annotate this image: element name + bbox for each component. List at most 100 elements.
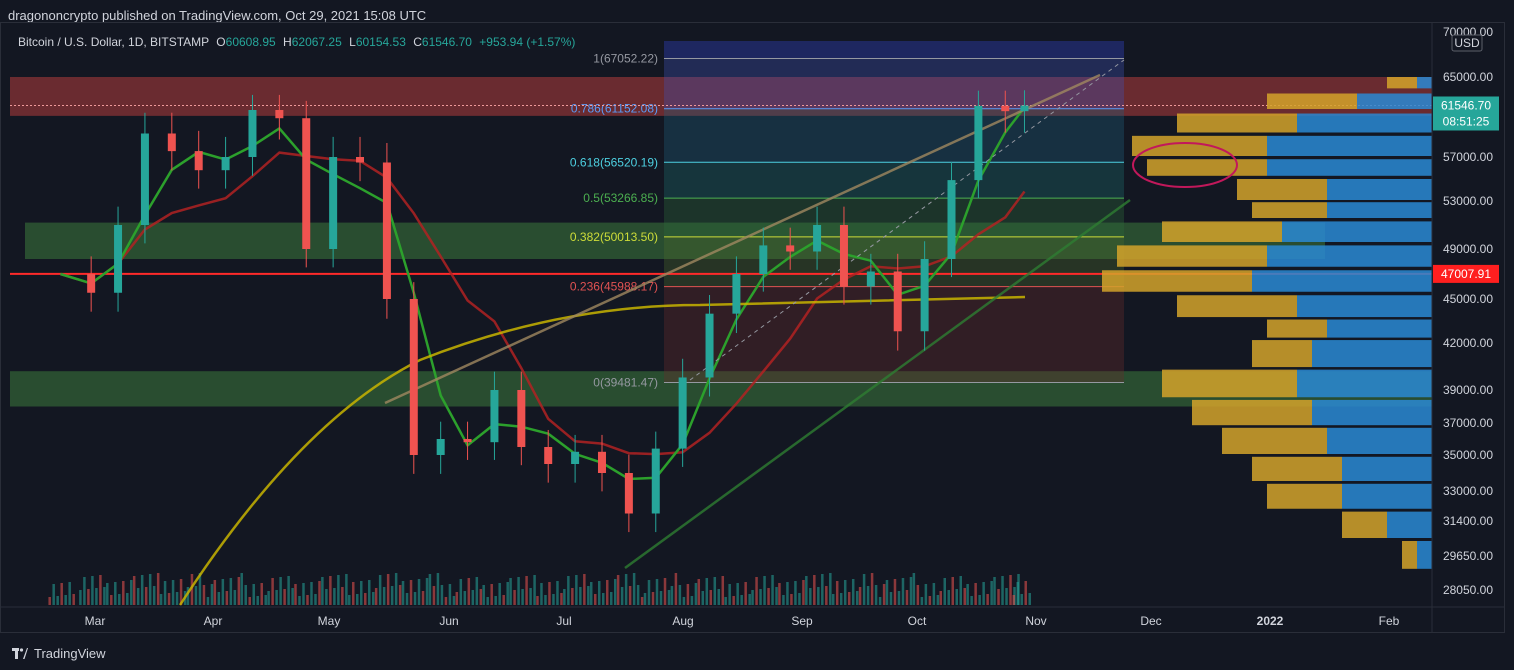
volume-bar: [855, 591, 859, 605]
volume-bar: [244, 585, 247, 605]
time-tick: Apr: [204, 614, 223, 628]
price-tick: 28050.00: [1443, 583, 1493, 597]
volume-bar: [159, 594, 163, 605]
volume-bar: [605, 580, 609, 605]
volume-bar: [144, 587, 148, 605]
volume-bar: [283, 589, 286, 605]
volume-bar: [132, 576, 136, 605]
volume-bar: [252, 584, 255, 605]
price-tick: 57000.00: [1443, 150, 1493, 164]
volume-bar: [306, 595, 309, 605]
candle-body: [221, 157, 230, 171]
volume-bar: [912, 573, 916, 605]
volume-bar: [690, 596, 694, 605]
volume-profile-up: [1417, 77, 1432, 89]
volume-bar: [936, 595, 940, 605]
volume-bar: [755, 577, 758, 605]
volume-bar: [1001, 576, 1004, 605]
candle-body: [893, 271, 902, 332]
volume-profile-down: [1162, 221, 1282, 242]
volume-bar: [990, 581, 993, 605]
volume-bar: [817, 587, 820, 605]
tradingview-brand[interactable]: TradingView: [12, 646, 106, 661]
volume-bar: [916, 585, 920, 605]
volume-bar: [291, 588, 294, 605]
candle-body: [140, 133, 149, 225]
volume-bar: [374, 588, 378, 605]
volume-bar: [486, 597, 489, 605]
tradingview-logo-icon: [12, 647, 28, 659]
candle-body: [947, 180, 956, 259]
candle-body: [463, 439, 472, 443]
volume-bar: [52, 584, 55, 605]
volume-bar: [678, 585, 682, 605]
price-tick: 45000.00: [1443, 292, 1493, 306]
volume-bar: [728, 584, 731, 605]
volume-bar: [951, 577, 955, 605]
volume-bar: [417, 579, 421, 605]
volume-bar: [732, 596, 735, 605]
volume-bar: [79, 590, 82, 605]
volume-bar: [302, 583, 305, 605]
time-tick: Aug: [672, 614, 693, 628]
volume-bar: [348, 595, 351, 605]
volume-bar: [835, 581, 839, 605]
time-tick: Feb: [1379, 614, 1400, 628]
legend-close: 61546.70: [421, 35, 472, 49]
volume-profile-down: [1162, 369, 1297, 398]
candle-body: [1001, 105, 1010, 112]
candle-body: [329, 157, 338, 249]
volume-bar: [186, 587, 190, 605]
volume-bar: [122, 581, 125, 605]
price-tick: 39000.00: [1443, 383, 1493, 397]
volume-bar: [970, 596, 973, 605]
legend-open-label: O: [216, 35, 226, 49]
volume-bar: [529, 588, 532, 605]
volume-bar: [939, 591, 943, 605]
current-price-label: 61546.70: [1441, 98, 1491, 112]
volume-bar: [64, 595, 67, 605]
candle-body: [409, 299, 418, 455]
volume-bar: [329, 576, 332, 605]
volume-bar: [763, 576, 766, 605]
volume-bar: [924, 584, 928, 605]
price-tick: 37000.00: [1443, 416, 1493, 430]
volume-profile-down: [1402, 541, 1417, 569]
volume-bar: [624, 574, 628, 605]
volume-profile-up: [1267, 245, 1432, 267]
candle-body: [866, 271, 875, 287]
volume-bar: [352, 582, 355, 605]
volume-profile-up: [1357, 93, 1432, 109]
volume-bar: [248, 597, 251, 605]
chart-legend: Bitcoin / U.S. Dollar, 1D, BITSTAMP O606…: [18, 35, 575, 49]
volume-bar: [314, 594, 317, 605]
volume-profile-down: [1177, 113, 1297, 133]
volume-bar: [213, 580, 217, 605]
volume-bar: [674, 573, 678, 605]
volume-bar: [171, 580, 175, 605]
current-price-badge: [1433, 96, 1499, 131]
volume-bar: [794, 581, 797, 605]
volume-bar: [490, 584, 493, 605]
volume-profile-down: [1117, 245, 1267, 267]
volume-bar: [517, 577, 520, 605]
price-chart[interactable]: 1(67052.22) 0.786(61152.08) 0.618(56520.19…: [0, 0, 1514, 640]
volume-bar: [620, 587, 624, 605]
volume-profile-up: [1327, 179, 1432, 200]
volume-bar: [179, 579, 183, 605]
candle-body: [194, 151, 203, 171]
marked-price-badge: [1433, 264, 1499, 283]
volume-bar: [152, 586, 156, 605]
volume-bar: [217, 592, 221, 605]
volume-bar: [862, 574, 866, 605]
volume-bar: [744, 582, 747, 605]
volume-bar: [655, 579, 659, 605]
volume-bar: [140, 575, 144, 605]
fib-label: 0.786(61152.08): [571, 102, 658, 116]
fib-band: [664, 162, 1124, 199]
time-tick: Nov: [1025, 614, 1046, 628]
marked-price-label: 47007.91: [1441, 267, 1491, 281]
volume-bar: [647, 580, 651, 605]
volume-bar: [237, 577, 241, 605]
volume-bar: [271, 578, 274, 605]
